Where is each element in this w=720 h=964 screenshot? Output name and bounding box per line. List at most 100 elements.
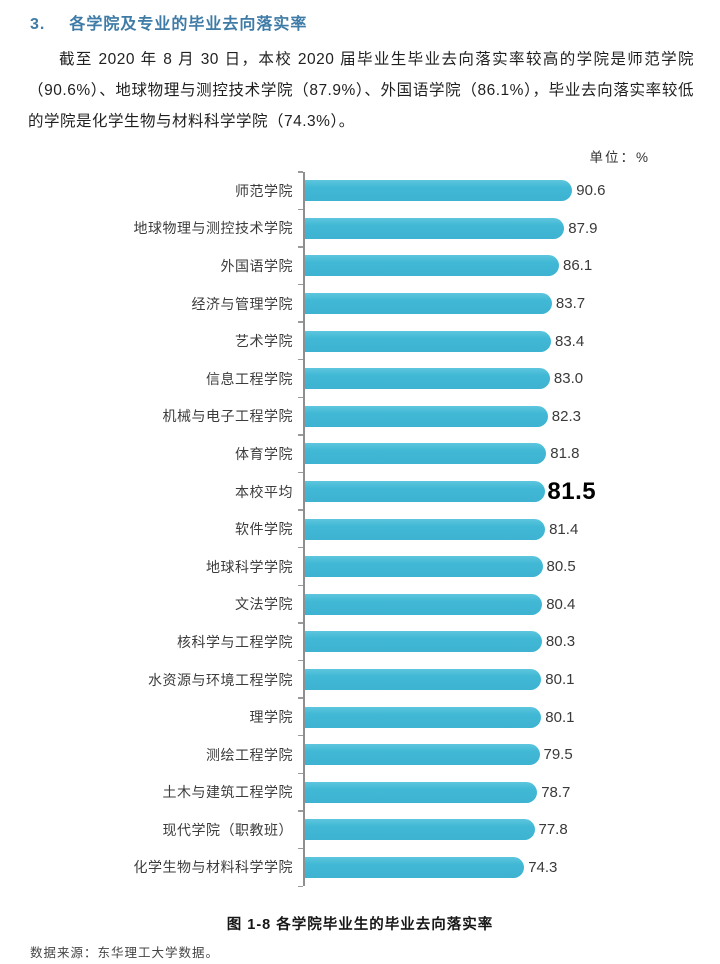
value-label: 77.8 bbox=[538, 821, 568, 839]
chart-row: 本校平均 81.5 bbox=[0, 471, 720, 511]
chart-rows-container: 师范学院 90.6 地球物理与测控技术学院 87.9 外国语学院 86.1 经济与管理学院 8… bbox=[0, 171, 720, 887]
chart-row: 体育学院 81.8 bbox=[0, 434, 720, 473]
chart-row: 软件学院 81.4 bbox=[0, 509, 720, 548]
category-label: 软件学院 bbox=[235, 521, 293, 538]
category-label: 艺术学院 bbox=[235, 333, 293, 350]
plot-area: 83.4 bbox=[298, 321, 720, 360]
category-label: 理学院 bbox=[249, 709, 293, 726]
value-label: 87.9 bbox=[568, 219, 598, 237]
chart-row: 化学生物与材料科学学院 74.3 bbox=[0, 847, 720, 887]
chart-row: 外国语学院 86.1 bbox=[0, 246, 720, 285]
bar bbox=[305, 556, 543, 578]
category-label: 本校平均 bbox=[235, 483, 293, 500]
chart-row: 机械与电子工程学院 82.3 bbox=[0, 396, 720, 436]
chart-row: 文法学院 80.4 bbox=[0, 584, 720, 624]
plot-area: 81.5 bbox=[298, 471, 720, 511]
category-label: 土木与建筑工程学院 bbox=[162, 784, 293, 801]
value-label: 74.3 bbox=[528, 858, 558, 876]
bar bbox=[305, 669, 542, 691]
value-label: 83.4 bbox=[555, 332, 585, 350]
chart-row: 地球科学学院 80.5 bbox=[0, 546, 720, 586]
chart-row: 艺术学院 83.4 bbox=[0, 321, 720, 360]
value-label: 86.1 bbox=[563, 257, 593, 275]
bar bbox=[305, 481, 546, 503]
category-label: 核科学与工程学院 bbox=[177, 633, 293, 650]
category-label: 现代学院（职教班） bbox=[162, 821, 293, 838]
plot-area: 90.6 bbox=[298, 171, 720, 210]
value-label: 80.3 bbox=[545, 633, 576, 651]
bar bbox=[305, 856, 525, 878]
data-source: 数据来源：东华理工大学数据。 bbox=[30, 946, 220, 960]
bar bbox=[305, 819, 535, 841]
category-label: 外国语学院 bbox=[220, 257, 293, 274]
plot-area: 80.1 bbox=[298, 697, 720, 736]
category-label: 信息工程学院 bbox=[206, 370, 293, 387]
plot-area: 77.8 bbox=[298, 810, 720, 849]
bar-chart: 师范学院 90.6 地球物理与测控技术学院 87.9 外国语学院 86.1 经济与管理学院 8… bbox=[0, 171, 720, 887]
plot-area: 80.4 bbox=[298, 584, 720, 624]
category-label: 测绘工程学院 bbox=[206, 746, 293, 763]
value-label: 82.3 bbox=[551, 407, 581, 425]
figure-caption: 图 1-8 各学院毕业生的毕业去向落实率 bbox=[226, 917, 494, 933]
body-paragraph: 截至 2020 年 8 月 30 日，本校 2020 届毕业生毕业去向落实率较高… bbox=[28, 51, 694, 130]
category-label: 师范学院 bbox=[235, 182, 293, 199]
plot-area: 81.8 bbox=[298, 434, 720, 473]
plot-area: 86.1 bbox=[298, 246, 720, 285]
bar bbox=[305, 518, 546, 540]
unit-label: 单位：% bbox=[589, 150, 650, 165]
bar bbox=[305, 744, 540, 766]
chart-row: 土木与建筑工程学院 78.7 bbox=[0, 772, 720, 812]
plot-area: 74.3 bbox=[298, 847, 720, 887]
plot-area: 83.0 bbox=[298, 358, 720, 398]
bar bbox=[305, 217, 565, 239]
plot-area: 82.3 bbox=[298, 396, 720, 436]
category-label: 化学生物与材料科学学院 bbox=[133, 859, 293, 876]
category-label: 体育学院 bbox=[235, 445, 293, 462]
value-label: 81.4 bbox=[549, 520, 579, 538]
bar bbox=[305, 293, 552, 315]
chart-row: 信息工程学院 83.0 bbox=[0, 358, 720, 398]
section-heading: 3. 各学院及专业的毕业去向落实率 bbox=[30, 10, 307, 34]
category-label: 机械与电子工程学院 bbox=[162, 408, 293, 425]
value-label: 90.6 bbox=[576, 182, 606, 200]
bar bbox=[305, 405, 548, 427]
chart-row: 核科学与工程学院 80.3 bbox=[0, 622, 720, 661]
bar bbox=[305, 706, 542, 728]
bar bbox=[305, 255, 559, 277]
plot-area: 80.1 bbox=[298, 659, 720, 699]
chart-row: 水资源与环境工程学院 80.1 bbox=[0, 659, 720, 699]
bar bbox=[305, 180, 573, 202]
plot-area: 78.7 bbox=[298, 772, 720, 812]
category-label: 文法学院 bbox=[235, 596, 293, 613]
bar bbox=[305, 330, 551, 352]
chart-row: 地球物理与测控技术学院 87.9 bbox=[0, 208, 720, 248]
plot-area: 80.3 bbox=[298, 622, 720, 661]
value-label: 78.7 bbox=[541, 783, 571, 801]
bar bbox=[305, 781, 538, 803]
plot-area: 83.7 bbox=[298, 283, 720, 323]
section-title: 各学院及专业的毕业去向落实率 bbox=[69, 16, 308, 33]
value-label: 83.0 bbox=[553, 370, 584, 388]
bar bbox=[305, 443, 547, 465]
value-label: 80.4 bbox=[546, 595, 576, 613]
category-label: 水资源与环境工程学院 bbox=[148, 671, 293, 688]
chart-row: 测绘工程学院 79.5 bbox=[0, 734, 720, 774]
section-number: 3. bbox=[30, 16, 46, 33]
value-label: 80.1 bbox=[545, 708, 575, 726]
plot-area: 81.4 bbox=[298, 509, 720, 548]
plot-area: 79.5 bbox=[298, 734, 720, 774]
plot-area: 80.5 bbox=[298, 546, 720, 586]
value-label: 83.7 bbox=[555, 295, 586, 313]
value-label: 79.5 bbox=[543, 746, 573, 764]
bar bbox=[305, 593, 543, 615]
category-label: 经济与管理学院 bbox=[191, 295, 293, 312]
chart-row: 现代学院（职教班） 77.8 bbox=[0, 810, 720, 849]
plot-area: 87.9 bbox=[298, 208, 720, 248]
category-label: 地球物理与测控技术学院 bbox=[133, 220, 293, 237]
chart-row: 理学院 80.1 bbox=[0, 697, 720, 736]
bar bbox=[305, 631, 542, 653]
value-label: 80.1 bbox=[545, 671, 575, 689]
value-label: 80.5 bbox=[546, 558, 576, 576]
bar bbox=[305, 368, 550, 390]
category-label: 地球科学学院 bbox=[206, 558, 293, 575]
